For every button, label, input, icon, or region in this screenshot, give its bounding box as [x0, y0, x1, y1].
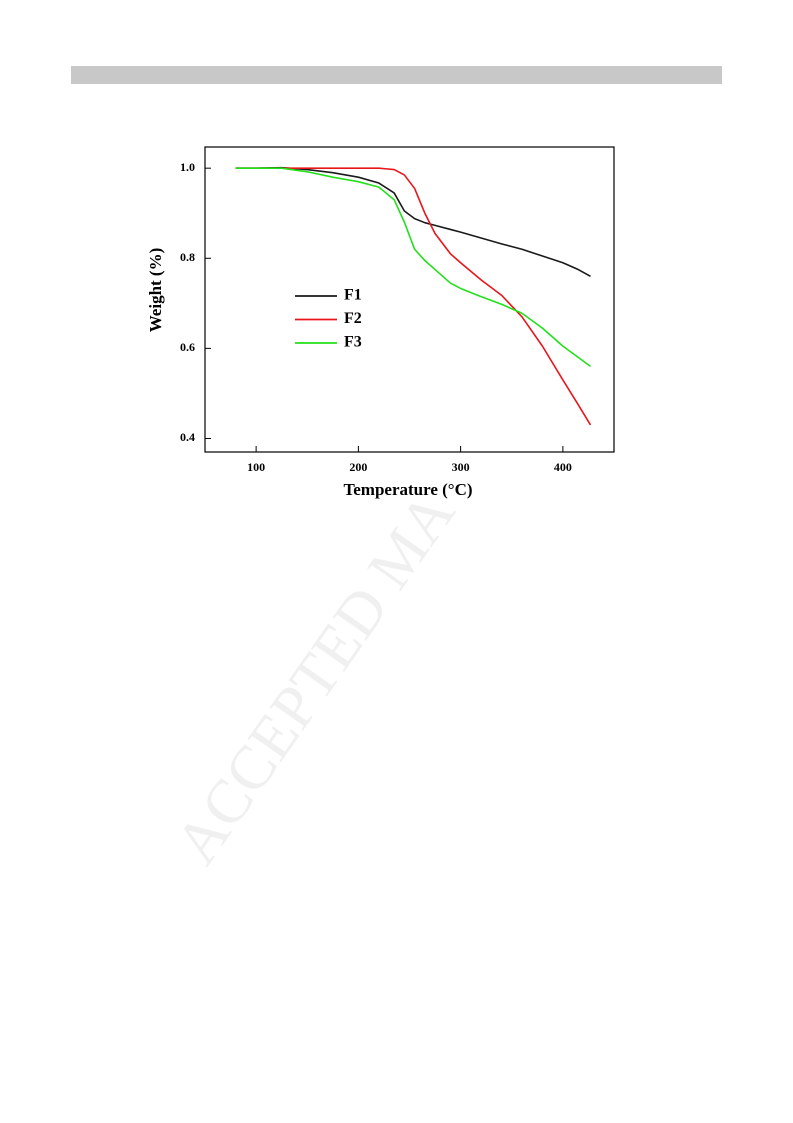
data-line [235, 167, 592, 426]
y-tick-label: 0.6 [180, 340, 195, 354]
y-tick-label: 0.8 [180, 250, 195, 264]
data-line [235, 166, 591, 277]
legend-label: F1 [344, 287, 362, 304]
x-axis-title: Temperature (°C) [343, 480, 472, 499]
plot-frame [204, 146, 615, 453]
x-tick-label: 200 [349, 460, 367, 474]
y-axis-title: Weight (%) [146, 248, 165, 333]
watermark: ACCEPTED MA [162, 480, 468, 876]
legend-label: F3 [344, 334, 362, 351]
header-bar [71, 66, 722, 84]
x-tick-label: 100 [247, 460, 265, 474]
y-tick-label: 0.4 [180, 430, 195, 444]
data-line [235, 167, 591, 368]
x-tick-label: 400 [554, 460, 572, 474]
x-tick-label: 300 [452, 460, 470, 474]
y-tick-label: 1.0 [180, 160, 195, 174]
legend-label: F2 [344, 310, 362, 327]
